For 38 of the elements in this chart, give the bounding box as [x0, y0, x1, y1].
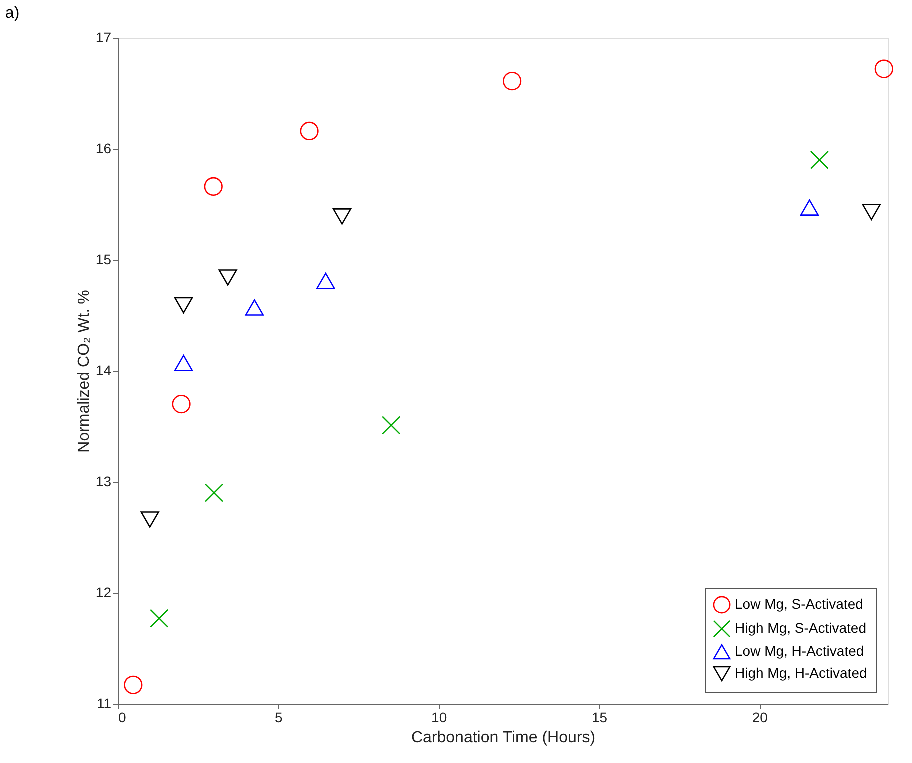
point: [204, 177, 223, 196]
point: [382, 416, 401, 435]
point: [140, 512, 160, 528]
point: [245, 300, 264, 316]
point: [300, 122, 319, 141]
legend-label: High Mg, H-Activated: [735, 665, 868, 681]
y-tick-label: 12: [96, 584, 112, 600]
x-tick-label: 20: [752, 710, 768, 726]
y-tick-label: 11: [96, 696, 112, 712]
y-axis-title: Normalized CO₂ Wt. %: [76, 290, 93, 453]
x-tick-label: 10: [432, 710, 448, 726]
point: [124, 676, 143, 694]
point: [332, 208, 352, 225]
point: [174, 297, 194, 314]
point: [800, 200, 820, 216]
point: [204, 484, 224, 502]
point: [172, 395, 191, 414]
x-tick-label: 15: [592, 710, 608, 726]
y-tick-label: 17: [96, 30, 112, 46]
x-axis-title: Carbonation Time (Hours): [411, 730, 596, 746]
y-tick-label: 15: [96, 252, 112, 268]
point: [502, 72, 522, 91]
point: [174, 355, 194, 372]
chart-title: a): [5, 5, 20, 22]
legend-label: High Mg, S-Activated: [735, 620, 866, 636]
point: [150, 609, 169, 628]
point: [874, 60, 894, 78]
x-tick-label: 0: [118, 710, 126, 726]
y-tick-label: 13: [96, 474, 112, 490]
point: [218, 270, 238, 286]
legend-label: Low Mg, H-Activated: [735, 643, 864, 659]
x-tick-label: 5: [275, 710, 284, 726]
legend-label: Low Mg, S-Activated: [735, 596, 864, 612]
point: [810, 150, 829, 170]
point: [862, 204, 881, 220]
y-tick-label: 14: [96, 362, 112, 378]
y-tick-label: 16: [96, 140, 112, 156]
point: [316, 272, 336, 290]
